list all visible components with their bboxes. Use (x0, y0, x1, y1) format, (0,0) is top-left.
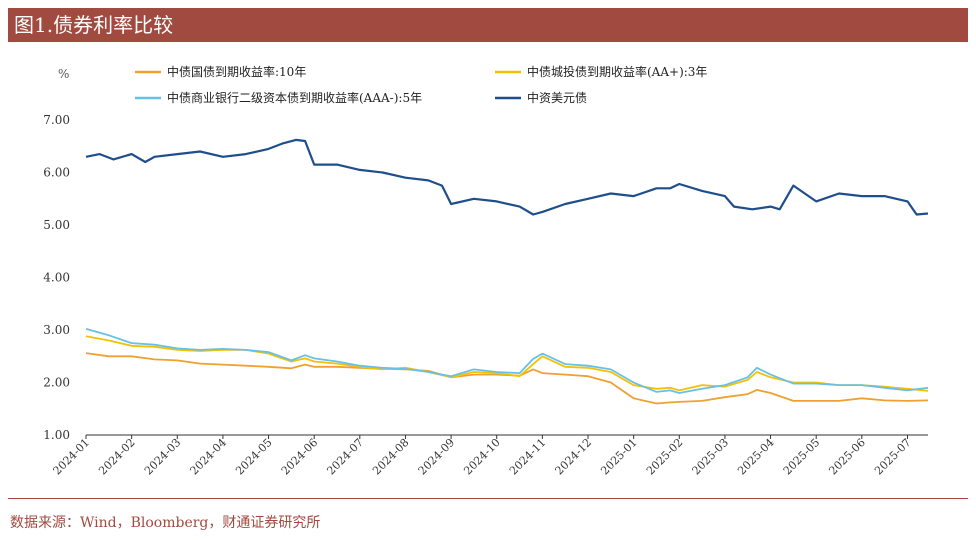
legend: 中债国债到期收益率:10年 中债城投债到期收益率(AA+):3年中债商业银行二级资… (135, 64, 707, 105)
x-tick-label: 2025-07 (872, 436, 914, 478)
x-tick-label: 2024-12 (553, 436, 595, 478)
x-tick-label: 2025-04 (735, 436, 777, 478)
legend-label-4: 中资美元债 (527, 90, 587, 105)
x-tick-label: 2025-06 (826, 436, 868, 478)
y-tick-label: 5.00 (43, 218, 70, 232)
footer-divider (8, 498, 968, 499)
y-axis-label: % (58, 67, 69, 81)
y-tick-label: 6.00 (43, 166, 70, 180)
x-tick-label: 2025-05 (781, 436, 823, 478)
chart-title: 图1.债券利率比较 (8, 8, 968, 42)
series-line-1 (85, 352, 929, 405)
x-tick-label: 2024-01 (51, 436, 93, 478)
series-line-4 (85, 138, 929, 216)
x-tick-label: 2025-01 (598, 436, 640, 478)
series-line-3 (85, 328, 929, 394)
y-axis: % 1.00 2.00 3.00 4.00 5.00 6.00 7.00 (43, 67, 70, 442)
x-tick-label: 2025-03 (690, 436, 732, 478)
x-tick-label: 2024-08 (370, 436, 412, 478)
x-tick-label: 2024-07 (324, 436, 366, 478)
x-tick-label: 2024-09 (416, 436, 458, 478)
legend-label-1: 中债国债到期收益率:10年 (167, 64, 306, 79)
x-tick-label: 2024-02 (96, 436, 138, 478)
x-tick-label: 2024-06 (279, 436, 321, 478)
legend-label-3: 中债商业银行二级资本债到期收益率(AAA-):5年 (167, 90, 422, 105)
y-tick-label: 4.00 (43, 271, 70, 285)
x-tick-label: 2024-04 (188, 436, 230, 478)
x-tick-label: 2024-10 (461, 436, 503, 478)
x-tick-label: 2024-03 (142, 436, 184, 478)
yield-line-chart: %1.002.003.004.005.006.007.00 2024-01 202… (43, 64, 929, 478)
y-tick-label: 1.00 (43, 428, 70, 442)
y-tick-label: 2.00 (43, 376, 70, 390)
series-layer (85, 138, 929, 405)
x-axis: 2024-01 2024-02 2024-03 2024-04 2024-05 2024-… (51, 434, 928, 478)
y-tick-label: 7.00 (43, 113, 70, 127)
x-tick-label: 2024-05 (233, 436, 275, 478)
y-tick-label: 3.00 (43, 323, 70, 337)
source-note: 数据来源：Wind，Bloomberg，财通证券研究所 (10, 515, 321, 531)
x-tick-label: 2025-02 (644, 436, 686, 478)
x-tick-label: 2024-11 (507, 436, 549, 478)
legend-label-2: 中债城投债到期收益率(AA+):3年 (527, 64, 707, 79)
